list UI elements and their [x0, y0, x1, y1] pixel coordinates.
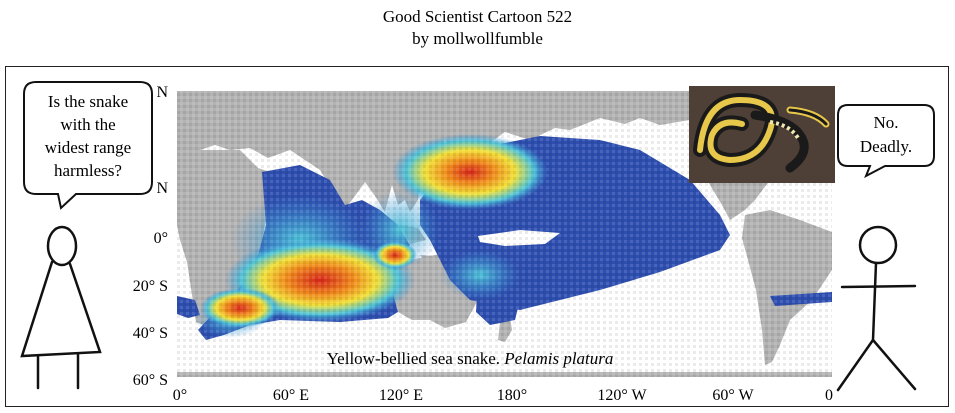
lon-label-180: 180°	[497, 387, 527, 404]
right-speech-bubble: No. Deadly.	[837, 104, 935, 179]
lat-label-20n: N	[156, 180, 168, 197]
lon-label-0-right: 0	[825, 387, 833, 404]
left-speech-bubble: Is the snake with the widest range harml…	[23, 81, 153, 210]
left-speech-line-3: widest range	[45, 138, 131, 157]
left-speech-line-4: harmless?	[54, 161, 122, 180]
lon-label-0: 0°	[173, 387, 187, 404]
left-speech-line-2: with the	[60, 115, 115, 134]
lat-label-60s: 60° S	[133, 372, 168, 389]
comic-panel	[5, 66, 949, 407]
sea-snake-photo-icon	[689, 86, 835, 183]
man-stick-figure-icon	[836, 225, 917, 392]
lon-label-60w: 60° W	[712, 387, 754, 404]
lat-label-top: N	[156, 84, 168, 101]
title-line-1: Good Scientist Cartoon 522	[382, 7, 573, 26]
right-speech-line-1: No.	[873, 113, 898, 132]
latitude-labels: N N 0° 20° S 40° S 60° S	[133, 84, 169, 389]
left-speech-line-1: Is the snake	[48, 92, 128, 111]
title-line-2: by mollwollfumble	[412, 29, 543, 48]
woman-stick-figure-icon	[20, 225, 102, 390]
lat-label-0: 0°	[154, 230, 168, 247]
lon-label-60e: 60° E	[273, 387, 309, 404]
lat-label-40s: 40° S	[133, 325, 168, 342]
map-caption-plain: Yellow-bellied sea snake.	[327, 349, 505, 368]
right-speech-line-2: Deadly.	[860, 137, 912, 156]
map-caption: Yellow-bellied sea snake. Pelamis platur…	[327, 349, 614, 368]
lat-label-20s: 20° S	[133, 278, 168, 295]
longitude-labels: 0° 60° E 120° E 180° 120° W 60° W 0	[173, 387, 833, 404]
lon-label-120w: 120° W	[597, 387, 647, 404]
lon-label-120e: 120° E	[379, 387, 423, 404]
map-caption-italic: Pelamis platura	[503, 349, 613, 368]
